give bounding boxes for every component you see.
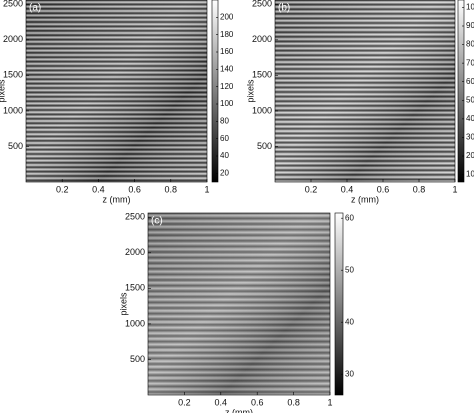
colorbar-tick-label: 60 <box>345 213 354 222</box>
colorbar-tick-label: 120 <box>220 82 234 91</box>
colorbar <box>211 0 219 183</box>
y-axis-label: pixels <box>118 292 128 316</box>
colorbar-tick-label: 160 <box>220 47 234 56</box>
x-tick-label: 0.2 <box>305 184 318 194</box>
colorbar-tick-label: 80 <box>466 40 474 49</box>
colorbar-tick-label: 140 <box>220 64 234 73</box>
y-tick-label: 1000 <box>125 318 145 328</box>
x-axis-label: z (mm) <box>351 194 379 204</box>
colorbar-tick-label: 60 <box>466 77 474 86</box>
colorbar-tick-label: 40 <box>345 317 354 326</box>
y-tick-label: 2500 <box>3 0 23 9</box>
colorbar-tick-label: 90 <box>466 21 474 30</box>
x-tick-label: 1 <box>204 184 209 194</box>
colorbar-tick-label: 30 <box>345 369 354 378</box>
colorbar-tick-label: 10 <box>466 170 474 179</box>
y-tick-label: 2000 <box>252 34 272 44</box>
y-tick-label: 1000 <box>3 105 23 115</box>
colorbar-tick-label: 50 <box>345 265 354 274</box>
colorbar-tick-label: 100 <box>220 99 234 108</box>
y-tick-label: 2500 <box>125 212 145 222</box>
x-tick-label: 0.8 <box>165 184 178 194</box>
colorbar-tick-label: 30 <box>466 133 474 142</box>
y-tick-label: 1500 <box>3 70 23 80</box>
y-axis-label: pixels <box>0 79 6 103</box>
y-axis-label: pixels <box>245 79 255 103</box>
colorbar <box>457 0 465 183</box>
y-tick-label: 500 <box>130 354 145 364</box>
y-tick-label: 1500 <box>252 70 272 80</box>
x-axis-label: z (mm) <box>103 194 131 204</box>
y-tick-label: 2000 <box>3 34 23 44</box>
panel-label: (c) <box>151 216 163 227</box>
colorbar-tick-label: 200 <box>220 12 234 21</box>
y-tick-label: 1500 <box>125 283 145 293</box>
colorbar-tick-label: 50 <box>466 95 474 104</box>
x-tick-label: 0.4 <box>92 184 105 194</box>
x-tick-label: 0.6 <box>377 184 390 194</box>
x-axis-label: z (mm) <box>225 407 253 413</box>
x-tick-label: 1 <box>452 184 457 194</box>
heatmap-shading <box>275 0 455 182</box>
y-tick-label: 500 <box>257 141 272 151</box>
colorbar-tick-label: 180 <box>220 30 234 39</box>
x-tick-label: 1 <box>327 397 332 407</box>
colorbar-tick-label: 60 <box>220 134 229 143</box>
colorbar-tick-label: 40 <box>220 151 229 160</box>
x-tick-label: 0.8 <box>287 397 300 407</box>
plot-frame <box>25 0 208 183</box>
panel-label: (b) <box>278 3 290 14</box>
colorbar <box>334 212 344 396</box>
plot-frame <box>274 0 456 183</box>
colorbar-tick-label: 100 <box>466 3 474 12</box>
y-tick-label: 500 <box>8 141 23 151</box>
colorbar-tick-label: 20 <box>466 151 474 160</box>
x-tick-label: 0.4 <box>215 397 228 407</box>
heatmap-shading <box>26 0 207 182</box>
x-tick-label: 0.6 <box>128 184 141 194</box>
colorbar-tick-label: 40 <box>466 114 474 123</box>
panel-label: (a) <box>29 3 41 14</box>
x-tick-label: 0.8 <box>413 184 426 194</box>
colorbar-tick-label: 80 <box>220 116 229 125</box>
colorbar-tick-label: 20 <box>220 168 229 177</box>
heatmap-shading <box>148 213 330 395</box>
x-tick-label: 0.2 <box>56 184 69 194</box>
x-tick-label: 0.6 <box>251 397 264 407</box>
y-tick-label: 2500 <box>252 0 272 9</box>
colorbar-tick-label: 70 <box>466 58 474 67</box>
plot-frame <box>147 212 331 396</box>
x-tick-label: 0.4 <box>341 184 354 194</box>
y-tick-label: 2000 <box>125 247 145 257</box>
x-tick-label: 0.2 <box>178 397 191 407</box>
y-tick-label: 1000 <box>252 105 272 115</box>
